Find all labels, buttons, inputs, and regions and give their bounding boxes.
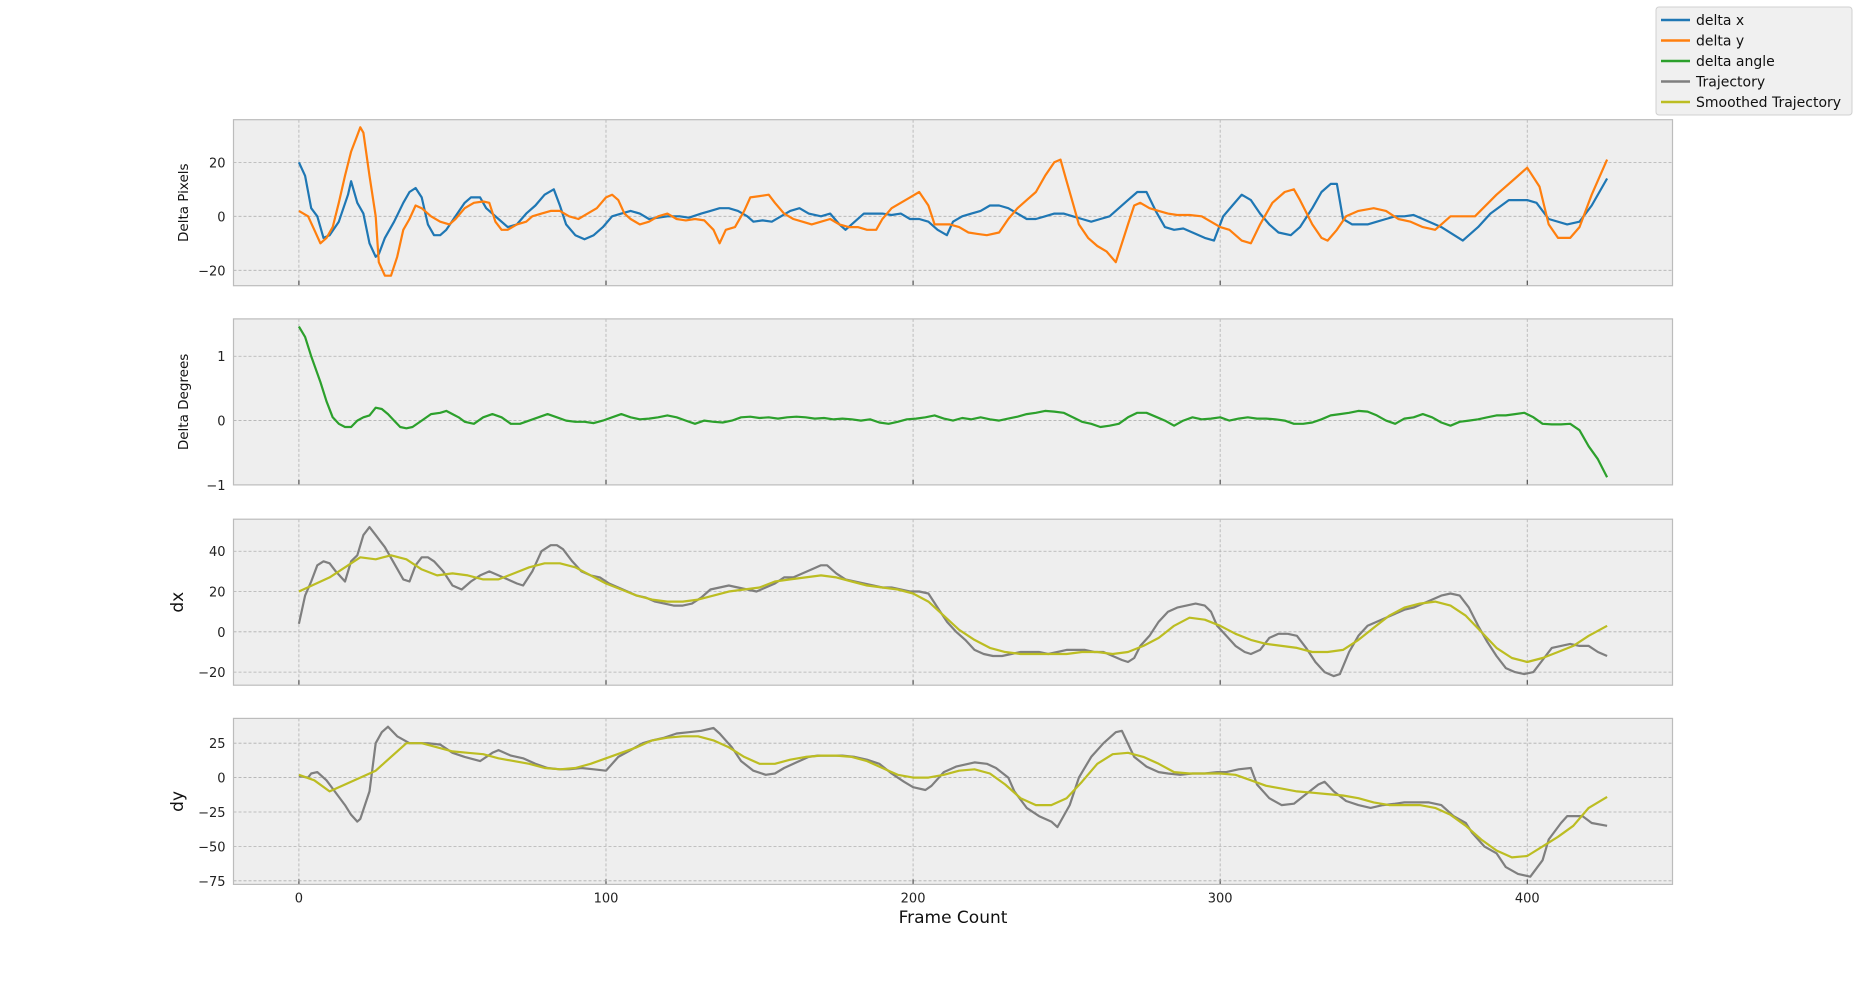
- legend-label: delta x: [1696, 13, 1744, 29]
- x-tick-label: 200: [901, 891, 926, 906]
- plot-area: [233, 519, 1673, 686]
- plot-area: [233, 318, 1673, 485]
- y-tick-label: −50: [198, 840, 225, 855]
- panel-4: 0 100 200 300 400 −75 −50 −25 0 25 dy: [168, 717, 1674, 906]
- series-trajectory-line: [297, 525, 1608, 678]
- panel-2: −1 0 1 Delta Degrees: [176, 318, 1674, 494]
- y-tick-label: 20: [209, 156, 226, 171]
- y-tick-label: −1: [206, 479, 225, 494]
- legend-label: delta angle: [1696, 54, 1775, 70]
- y-axis-label: dy: [168, 791, 188, 812]
- y-tick-label: −25: [198, 806, 225, 821]
- x-tick-label: 0: [295, 891, 303, 906]
- y-tick-label: −75: [198, 875, 225, 890]
- legend-item: delta angle: [1661, 54, 1775, 70]
- plot-frame: [232, 717, 1674, 886]
- legend-label: delta y: [1696, 34, 1744, 50]
- series-smoothed-trajectory-line: [298, 554, 1608, 664]
- series-trajectory-line: [298, 725, 1608, 878]
- y-tick-label: −20: [198, 666, 225, 681]
- legend-label: Smoothed Trajectory: [1696, 95, 1841, 111]
- y-tick-label: −20: [198, 264, 225, 279]
- plot-area: [233, 718, 1673, 885]
- plot-frame: [232, 518, 1674, 686]
- series-smoothed-trajectory-line: [298, 735, 1608, 859]
- y-tick-label: 0: [217, 626, 225, 641]
- y-tick-label: 1: [217, 350, 225, 365]
- legend-item: Smoothed Trajectory: [1661, 95, 1841, 111]
- y-tick-label: 0: [217, 415, 225, 430]
- legend-label: Trajectory: [1695, 75, 1765, 91]
- x-tick-label: 300: [1208, 891, 1233, 906]
- y-axis-label: dx: [168, 592, 188, 613]
- x-tick-label: 100: [594, 891, 619, 906]
- y-tick-label: 0: [217, 210, 225, 225]
- y-tick-label: 25: [209, 737, 226, 752]
- y-axis-label: Delta Degrees: [176, 354, 192, 450]
- legend-item: delta x: [1661, 13, 1744, 29]
- legend: delta x delta y delta angle Trajectory Smoot…: [1655, 6, 1853, 116]
- legend-item: Trajectory: [1661, 75, 1765, 91]
- panel-1: −20 0 20 Delta Pixels: [176, 119, 1674, 287]
- panel-3: −20 0 20 40 dx: [168, 518, 1674, 686]
- legend-item: delta y: [1661, 34, 1744, 50]
- plot-frame: [232, 119, 1674, 287]
- plot-area: [233, 119, 1673, 286]
- x-axis-label: Frame Count: [899, 908, 1008, 928]
- plot-frame: [232, 318, 1674, 486]
- series-delta-angle-line: [297, 326, 1609, 478]
- series-delta-y-line: [298, 126, 1609, 277]
- y-axis-label: Delta Pixels: [176, 163, 192, 242]
- y-tick-label: 20: [209, 586, 226, 601]
- x-tick-label: 400: [1515, 891, 1540, 906]
- y-tick-label: 0: [217, 772, 225, 787]
- y-tick-label: 40: [209, 545, 226, 560]
